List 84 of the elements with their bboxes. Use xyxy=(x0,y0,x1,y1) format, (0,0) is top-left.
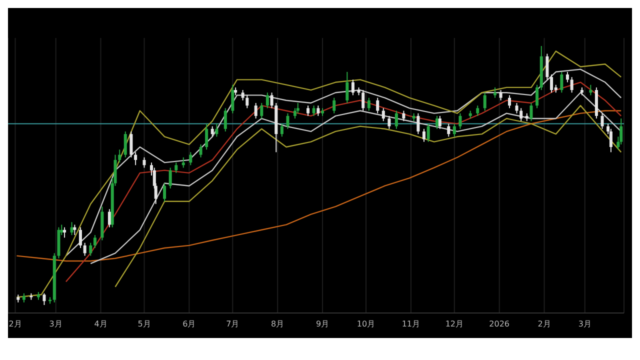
candlestick xyxy=(520,108,523,122)
x-tick-label: 12月 xyxy=(445,320,464,329)
candlestick xyxy=(402,110,406,122)
candlestick xyxy=(382,108,385,122)
candlestick xyxy=(416,112,420,135)
candlestick xyxy=(332,97,336,114)
candlestick xyxy=(458,112,462,130)
candlestick xyxy=(93,234,96,249)
candlestick xyxy=(388,115,391,130)
candlestick xyxy=(78,226,82,249)
candlestick xyxy=(63,226,66,238)
candlestick xyxy=(205,123,208,150)
candlestick xyxy=(508,94,511,109)
candlestick xyxy=(130,130,133,158)
candlestick xyxy=(550,74,554,94)
x-tick-label: 2月 xyxy=(538,320,551,329)
candlestick xyxy=(246,94,249,109)
candlestick xyxy=(438,115,442,130)
candlestick xyxy=(530,102,533,122)
candlestick xyxy=(306,105,310,116)
candlestick xyxy=(447,123,450,138)
candlestick xyxy=(362,90,365,112)
candlestick xyxy=(483,92,486,112)
candlestick xyxy=(546,53,549,80)
x-tick-label: 6月 xyxy=(182,320,196,329)
candlestick xyxy=(570,76,574,94)
candlestick xyxy=(499,90,502,101)
candlestick xyxy=(241,90,244,101)
candlestick xyxy=(266,92,269,109)
candlestick xyxy=(118,149,122,164)
x-tick-label: 7月 xyxy=(226,320,240,329)
candlestick xyxy=(134,152,138,166)
candlestick xyxy=(422,128,426,142)
x-tick-label: 2026 xyxy=(489,320,510,329)
candlestick xyxy=(312,105,316,116)
candlestick xyxy=(224,108,227,132)
candlestick xyxy=(215,123,218,138)
candlestick xyxy=(452,123,456,138)
candlestick xyxy=(231,84,234,114)
candlestick xyxy=(351,79,354,96)
x-tick-label: 8月 xyxy=(271,320,284,329)
candlestick xyxy=(515,102,518,114)
candlestick xyxy=(163,182,166,202)
candlestick xyxy=(367,97,370,112)
x-tick-label: 5月 xyxy=(138,320,151,329)
candlestick xyxy=(83,242,86,256)
x-tick-label: 2月 xyxy=(8,320,22,329)
x-tick-label: 4月 xyxy=(94,320,108,329)
x-tick-label: 3月 xyxy=(49,320,62,329)
candlestick xyxy=(142,156,146,168)
candlestick xyxy=(73,224,76,236)
candlestick xyxy=(22,292,26,303)
candlestick xyxy=(426,123,430,142)
candlestick xyxy=(476,105,480,116)
candlestick xyxy=(182,156,185,168)
candlestick xyxy=(436,115,439,130)
candlestick xyxy=(536,84,539,109)
candlestick xyxy=(260,102,264,120)
candlestick xyxy=(270,92,274,109)
x-tick-label: 10月 xyxy=(356,320,376,329)
x-tick-label: 9月 xyxy=(316,320,330,329)
candlestick xyxy=(566,71,569,83)
candlestick xyxy=(560,71,564,94)
candlestick xyxy=(589,84,592,96)
candlestick xyxy=(394,110,398,130)
candlestick xyxy=(286,112,290,130)
candlestick xyxy=(42,292,46,305)
candlestick xyxy=(600,112,604,130)
candlestick xyxy=(316,105,320,116)
candlestick xyxy=(108,208,111,228)
candlestick xyxy=(376,97,380,114)
x-tick-label: 11月 xyxy=(402,320,420,329)
candlestick xyxy=(174,162,178,174)
candlestick xyxy=(199,144,202,158)
candlestick xyxy=(124,130,127,158)
candlestick xyxy=(189,152,192,166)
candlestick xyxy=(494,86,496,98)
candlestick xyxy=(210,126,214,138)
candlestick xyxy=(346,71,349,104)
candlestick xyxy=(168,167,172,189)
candlestick xyxy=(280,123,284,138)
candlestick xyxy=(89,242,92,256)
x-tick-label: 3月 xyxy=(578,320,592,329)
candlestick xyxy=(254,102,258,120)
